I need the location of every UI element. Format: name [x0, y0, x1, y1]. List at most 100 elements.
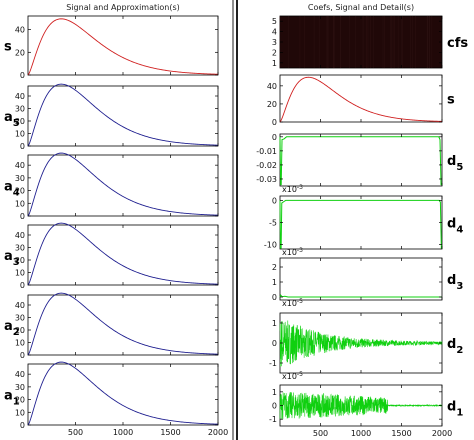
right-panel-ytick: -5: [269, 219, 277, 228]
left-panel-ytick: 10: [15, 269, 25, 278]
left-panel-ytick: 20: [15, 48, 25, 57]
left-panel-ytick: 40: [15, 370, 25, 379]
right-panel-ytick: 0: [272, 339, 277, 348]
left-axes: [27, 15, 219, 76]
right-panel-ytick: 4: [272, 28, 277, 37]
approximation-line: [27, 222, 219, 286]
right-panel: -10 -5 0 x10-3: [264, 195, 443, 257]
right-panel-xtick: 1500: [391, 429, 411, 438]
left-panel-xtick: 1000: [113, 428, 133, 437]
left-panel-ytick: 20: [15, 396, 25, 405]
right-row-label: d3: [447, 273, 463, 292]
left-panel-ytick: 20: [15, 117, 25, 126]
right-panel-ytick: 0: [272, 402, 277, 411]
approximation-line: [27, 292, 219, 356]
detail-line: [279, 199, 442, 249]
right-axes: [279, 133, 443, 187]
left-panel-ytick: 30: [15, 174, 25, 183]
right-panel: 0 20 40: [267, 74, 443, 127]
exponent-label: x10-5: [282, 298, 303, 308]
approximation-line: [27, 152, 219, 217]
right-axes: [279, 195, 443, 250]
left-panel-ytick: 30: [15, 314, 25, 323]
right-panel-ytick: 20: [267, 100, 277, 109]
left-panel-ytick: 0: [20, 421, 25, 430]
left-row-label: a2: [4, 319, 20, 338]
right-panel-ytick: 0: [272, 133, 277, 142]
right-panel: 1 234 5: [272, 15, 443, 69]
right-panel-ytick: -1: [269, 359, 277, 368]
left-panel: 0 10 20 30 40 500 1000 1500 2000: [15, 361, 228, 437]
left-row-label: s: [4, 40, 12, 55]
right-title: Coefs, Signal and Detail(s): [308, 3, 414, 12]
right-panel-ytick: -0.02: [256, 161, 277, 170]
left-title: Signal and Approximation(s): [66, 3, 180, 12]
left-panel-ytick: 0: [20, 212, 25, 221]
approximation-line: [27, 361, 219, 426]
left-panel-ytick: 10: [15, 339, 25, 348]
right-axes: [279, 74, 443, 123]
left-panel-ytick: 40: [15, 161, 25, 170]
right-row-label: d5: [447, 154, 463, 173]
right-panel-ytick: 0: [272, 196, 277, 205]
right-panel-ytick: 1: [272, 388, 277, 397]
left-row-label: a5: [4, 110, 20, 129]
exponent-label: x10-3: [282, 247, 303, 257]
detail-line: [279, 136, 442, 186]
right-panel-ytick: 40: [267, 82, 277, 91]
left-panel-ytick: 20: [15, 256, 25, 265]
left-row-label: a3: [4, 249, 20, 268]
left-panel-ytick: 0: [20, 351, 25, 360]
left-axes: [27, 224, 219, 286]
right-panel-ytick: -0.01: [256, 147, 277, 156]
left-panel-ytick: 10: [15, 199, 25, 208]
right-row-label: d1: [447, 400, 463, 419]
approximation-line: [27, 83, 219, 147]
right-panel-ytick: 3: [272, 38, 277, 47]
left-panel-ytick: 20: [15, 326, 25, 335]
right-panel-ytick: 0: [272, 293, 277, 302]
right-panel-xtick: 500: [313, 429, 328, 438]
signal-line: [27, 18, 219, 76]
detail-line: [279, 294, 442, 298]
left-panel-ytick: 0: [20, 71, 25, 80]
right-panel-ytick: 5: [272, 17, 277, 26]
left-panel: 0 10 20 30 40: [15, 292, 219, 360]
left-panel-xtick: 2000: [208, 428, 228, 437]
right-panel-ytick: -0.03: [256, 175, 277, 184]
right-row-label: cfs: [447, 36, 468, 51]
left-panel-ytick: 40: [15, 92, 25, 101]
right-row-label: s: [447, 93, 455, 108]
left-row-label: a4: [4, 180, 20, 199]
left-panel-ytick: 0: [20, 142, 25, 151]
left-row-label: a1: [4, 389, 20, 408]
left-panel-xtick: 1500: [160, 428, 180, 437]
left-panel: 0 10 20 30 40: [15, 83, 219, 151]
left-panel-ytick: 0: [20, 281, 25, 290]
right-panel: 0 1 2 x10-5: [272, 257, 443, 308]
exponent-label: x10-5: [282, 371, 303, 381]
right-panel-ytick: -1: [269, 415, 277, 424]
left-panel-ytick: 30: [15, 105, 25, 114]
left-axes: [27, 154, 219, 217]
right-panel-ytick: 1: [272, 278, 277, 287]
coefs-heatmap: [279, 15, 443, 69]
right-panel-ytick: -10: [264, 241, 277, 250]
left-axes: [27, 294, 219, 356]
left-panel-ytick: 30: [15, 244, 25, 253]
left-panel-ytick: 40: [15, 301, 25, 310]
left-panel: 0 10 20 30 40: [15, 222, 219, 290]
left-panel: 0 20 40: [15, 15, 219, 80]
left-axes: [27, 85, 219, 147]
left-panel-ytick: 20: [15, 187, 25, 196]
right-panel-ytick: 2: [272, 48, 277, 57]
detail-line: [279, 320, 443, 367]
left-panel-ytick: 10: [15, 408, 25, 417]
right-panel-xtick: 2000: [432, 429, 452, 438]
left-panel: 0 10 20 30 40: [15, 152, 219, 221]
right-axes: [279, 257, 443, 301]
right-panel-ytick: 0: [272, 118, 277, 127]
right-row-label: d4: [447, 217, 463, 236]
left-panel-ytick: 40: [15, 26, 25, 35]
